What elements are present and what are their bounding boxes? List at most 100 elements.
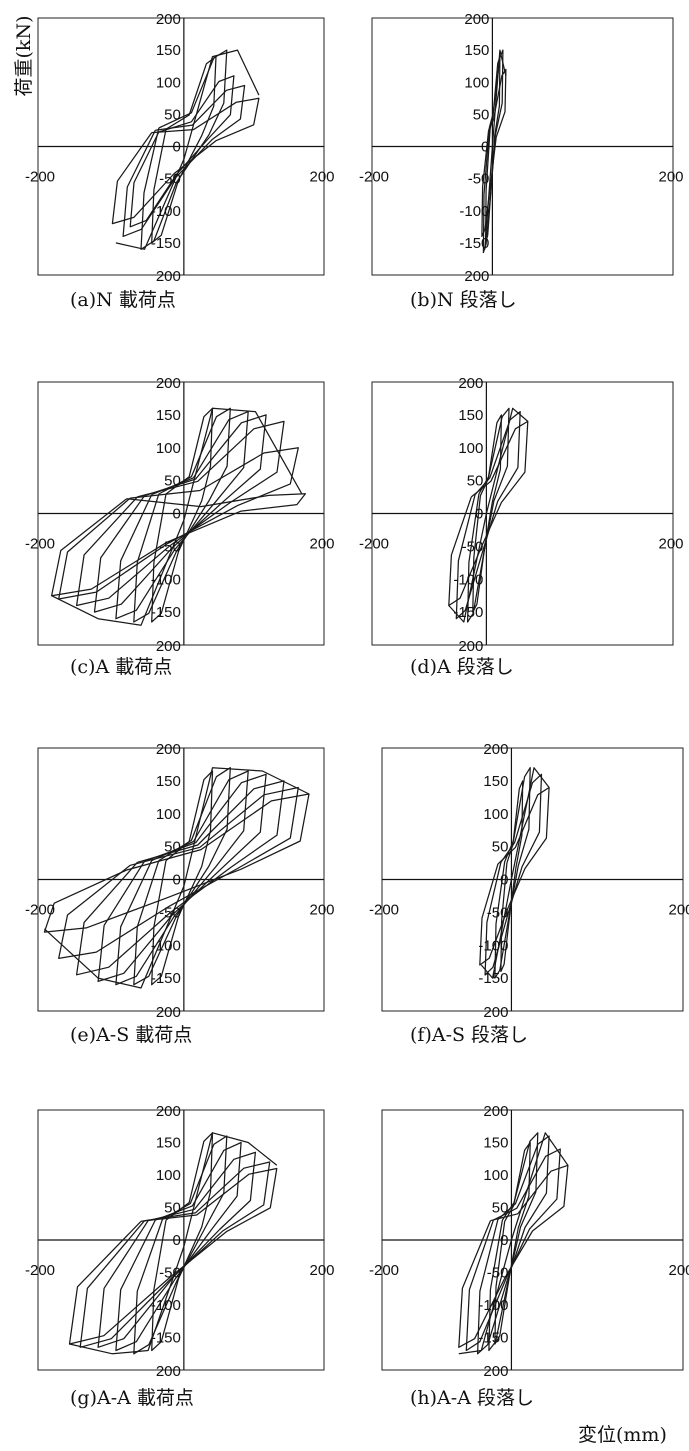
y-tick-label: 0 <box>173 506 181 523</box>
y-tick-label: 100 <box>156 440 181 457</box>
x-tick-label: 200 <box>309 1262 334 1279</box>
y-tick-label: 150 <box>458 407 483 424</box>
y-tick-label: -150 <box>151 970 181 987</box>
x-tick-label: 200 <box>309 902 334 919</box>
y-tick-label: -50 <box>487 1265 509 1282</box>
y-tick-label: 100 <box>483 1167 508 1184</box>
y-tick-label: 50 <box>467 473 484 490</box>
y-tick-label: -100 <box>151 1297 181 1314</box>
y-tick-label: -150 <box>151 604 181 621</box>
chart-panel-e: 200 150 100 50 0 -50 -100 -150 200 -200 200 <box>25 741 335 1021</box>
x-tick-label: 200 <box>658 536 683 553</box>
y-tick-label: -150 <box>453 604 483 621</box>
y-tick-label: 100 <box>156 74 181 91</box>
y-tick-label: 200 <box>483 1103 508 1120</box>
y-tick-label: 150 <box>156 42 181 59</box>
y-tick-label: -50 <box>159 538 181 555</box>
y-tick-label: 200 <box>483 741 508 758</box>
chart-panel-h: 200 150 100 50 0 -50 -100 -150 200 -200 200 <box>369 1103 689 1380</box>
chart-panel-g: 200150100500-50-100-150200-200 200 <box>25 1103 335 1380</box>
y-tick-label: -50 <box>487 904 509 921</box>
y-tick-label: 100 <box>464 74 489 91</box>
x-tick-label: 200 <box>309 169 334 186</box>
panel-caption: (e)A-S 載荷点 <box>70 1024 192 1046</box>
y-tick-label: -50 <box>462 538 484 555</box>
y-tick-label: 150 <box>156 773 181 790</box>
panel-caption: (g)A-A 載荷点 <box>70 1387 194 1409</box>
x-tick-label: -200 <box>25 1262 55 1279</box>
y-tick-label: 200 <box>156 741 181 758</box>
y-tick-label: 150 <box>464 42 489 59</box>
y-tick-label: 150 <box>156 1135 181 1152</box>
y-tick-label: 200 <box>156 1004 181 1021</box>
x-tick-label: -200 <box>25 169 55 186</box>
chart-panel-b: 200 150 100 50 0 -50 -100 -150 200 -200 200 <box>359 11 684 285</box>
y-tick-label: 200 <box>464 268 489 285</box>
y-tick-label: -100 <box>151 571 181 588</box>
y-tick-label: 0 <box>481 139 489 156</box>
y-tick-label: 200 <box>156 638 181 655</box>
y-tick-label: -100 <box>151 203 181 220</box>
y-tick-label: 100 <box>483 806 508 823</box>
panel-caption: (f)A-S 段落し <box>410 1024 528 1046</box>
y-tick-label: 50 <box>164 839 181 856</box>
y-tick-label: 150 <box>156 407 181 424</box>
y-tick-label: -50 <box>159 904 181 921</box>
panel-caption: (a)N 載荷点 <box>70 289 176 311</box>
x-tick-label: 200 <box>309 536 334 553</box>
y-tick-label: 200 <box>156 11 181 28</box>
chart-panel-a: 200 150 100 50 0 -50 -100 -150 200 -200 200 <box>25 11 335 285</box>
x-tick-label: -200 <box>359 536 389 553</box>
y-tick-label: 200 <box>156 268 181 285</box>
panel-caption: (c)A 載荷点 <box>70 656 172 678</box>
y-tick-label: 0 <box>500 1232 508 1249</box>
y-tick-label: -100 <box>478 937 508 954</box>
y-tick-label: 200 <box>483 1363 508 1380</box>
y-tick-label: 0 <box>173 139 181 156</box>
y-tick-label: 50 <box>164 473 181 490</box>
y-tick-label: -50 <box>468 171 490 188</box>
x-tick-label: -200 <box>359 169 389 186</box>
x-tick-label: -200 <box>369 902 399 919</box>
y-tick-label: 200 <box>458 638 483 655</box>
y-tick-label: 200 <box>458 375 483 392</box>
y-tick-label: 200 <box>483 1004 508 1021</box>
x-tick-label: 200 <box>668 1262 689 1279</box>
y-tick-label: 100 <box>156 806 181 823</box>
x-tick-label: 200 <box>658 169 683 186</box>
y-tick-label: 200 <box>156 1103 181 1120</box>
y-tick-label: -150 <box>459 235 489 252</box>
y-tick-label: -150 <box>478 970 508 987</box>
y-tick-label: -100 <box>459 203 489 220</box>
y-tick-label: -100 <box>151 937 181 954</box>
y-tick-label: -150 <box>151 235 181 252</box>
y-tick-label: 200 <box>156 375 181 392</box>
y-tick-label: -50 <box>159 171 181 188</box>
y-tick-label: 50 <box>164 1200 181 1217</box>
y-tick-label: 200 <box>156 1363 181 1380</box>
x-tick-label: 200 <box>668 902 689 919</box>
panel-caption: (h)A-A 段落し <box>410 1387 534 1409</box>
y-tick-label: 50 <box>492 1200 509 1217</box>
y-tick-label: 0 <box>500 872 508 889</box>
y-tick-label: -100 <box>478 1297 508 1314</box>
y-tick-label: 100 <box>156 1167 181 1184</box>
y-axis-title: 荷重(kN) <box>13 16 35 97</box>
y-axis-title-text: 荷重(kN) <box>13 16 35 97</box>
y-tick-label: 200 <box>464 11 489 28</box>
y-tick-label: 100 <box>458 440 483 457</box>
y-tick-label: 0 <box>475 506 483 523</box>
x-tick-label: -200 <box>25 902 55 919</box>
y-tick-label: -50 <box>159 1265 181 1282</box>
chart-panel-f: 200 150 100 50 0 -50 -100 -150 200 -200 200 <box>369 741 689 1021</box>
panel-caption: (b)N 段落し <box>410 289 517 311</box>
y-tick-label: 50 <box>492 839 509 856</box>
y-tick-label: 0 <box>173 1232 181 1249</box>
y-tick-label: 150 <box>483 1135 508 1152</box>
y-tick-label: 50 <box>164 106 181 123</box>
y-tick-label: -100 <box>453 571 483 588</box>
panel-caption: (d)A 段落し <box>410 656 514 678</box>
y-tick-label: 150 <box>483 773 508 790</box>
chart-panel-d: 200 150 100 50 0 -50 -100 -150 200 -200 200 <box>359 375 684 655</box>
